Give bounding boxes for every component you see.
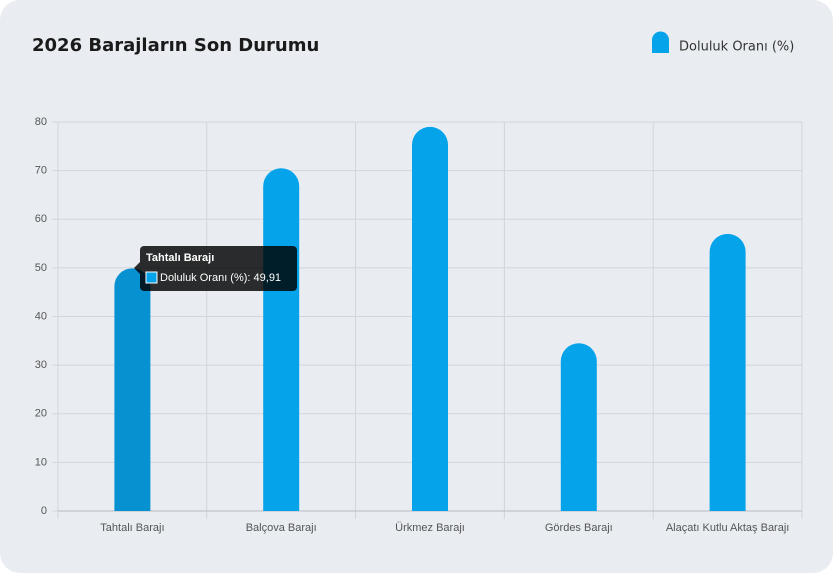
legend-label: Doluluk Oranı (%) [679,40,794,55]
bar [114,268,151,511]
tooltip-box [140,246,297,291]
x-tick-label: Alaçatı Kutlu Aktaş Barajı [666,522,790,534]
bar [412,126,448,511]
y-tick-label: 50 [35,262,47,274]
x-tick-label: Ürkmez Barajı [395,522,465,534]
bar [263,168,300,511]
bar [709,233,746,511]
legend-swatch [652,31,669,53]
x-tick-label: Balçova Barajı [246,522,317,534]
bar [560,343,597,511]
y-tick-label: 60 [35,213,47,225]
y-tick-label: 10 [35,456,47,468]
tooltip-label: Doluluk Oranı (%): 49,91 [160,272,281,284]
y-tick-label: 0 [41,505,47,517]
chart-title: 2026 Barajların Son Durumu [32,35,319,56]
y-tick-label: 80 [35,116,47,128]
tooltip: Tahtalı Barajı Doluluk Oranı (%): 49,91 [134,246,297,291]
x-tick-label: Gördes Barajı [545,522,613,534]
tooltip-title: Tahtalı Barajı [146,252,214,264]
y-tick-label: 40 [35,310,47,322]
tooltip-swatch [145,271,158,284]
tooltip-caret [134,262,140,274]
x-tick-label: Tahtalı Barajı [100,522,164,534]
y-tick-label: 70 [35,165,47,177]
y-tick-label: 20 [35,408,47,420]
y-tick-label: 30 [35,359,47,371]
